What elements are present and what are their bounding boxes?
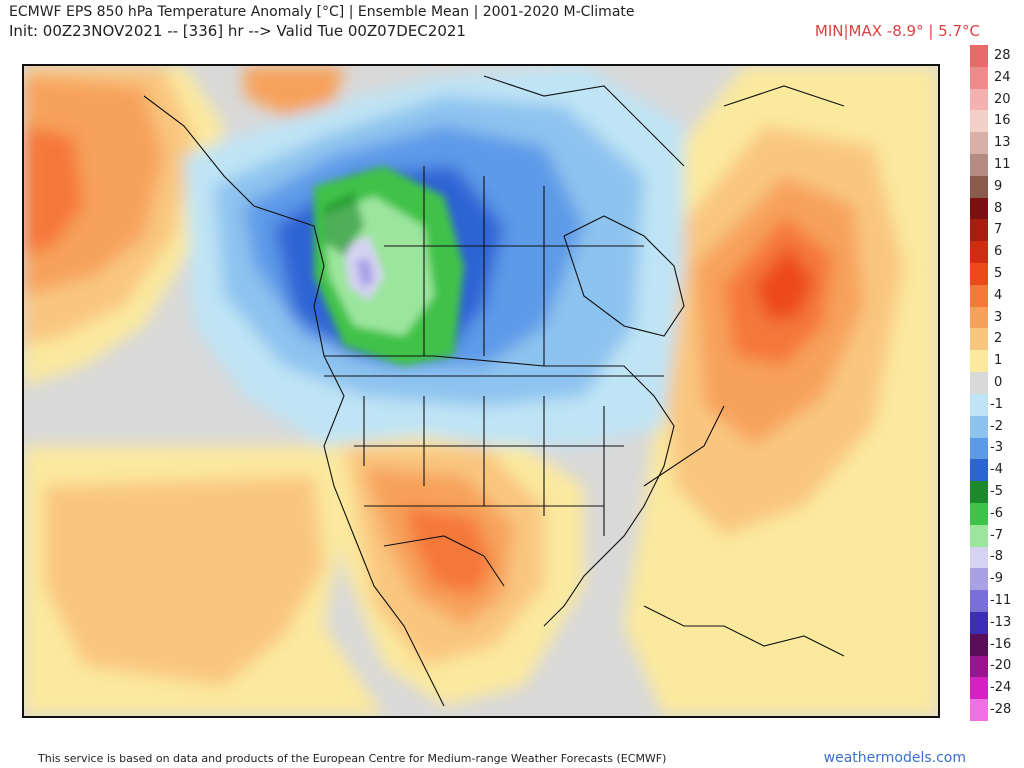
colorbar-swatch: [970, 699, 988, 722]
colorbar-swatch: [970, 45, 988, 68]
colorbar-label: 24: [994, 69, 1011, 85]
colorbar-swatch: [970, 481, 988, 504]
colorbar-label: 6: [994, 244, 1003, 260]
colorbar-swatch: [970, 502, 988, 526]
colorbar-swatch: [970, 241, 988, 264]
colorbar-swatch: [970, 328, 988, 351]
map-title: ECMWF EPS 850 hPa Temperature Anomaly [°…: [9, 4, 635, 20]
colorbar-swatch: [970, 415, 988, 438]
colorbar-swatch: [970, 219, 988, 242]
colorbar-swatch: [970, 655, 988, 678]
colorbar-swatch: [970, 590, 988, 613]
colorbar-swatch: [970, 197, 988, 220]
colorbar-label: 16: [994, 113, 1011, 129]
colorbar-label: -6: [990, 505, 1003, 521]
colorbar: [970, 45, 988, 722]
colorbar-label: 1: [994, 353, 1003, 369]
colorbar-swatch: [970, 546, 988, 569]
colorbar-label: -16: [990, 636, 1012, 652]
colorbar-swatch: [970, 88, 988, 111]
colorbar-label: -11: [990, 593, 1012, 609]
colorbar-label: -1: [990, 396, 1003, 412]
colorbar-swatch: [970, 524, 988, 548]
colorbar-swatch: [970, 372, 988, 395]
colorbar-label: -28: [990, 702, 1012, 718]
colorbar-label: -13: [990, 614, 1012, 630]
colorbar-swatch: [970, 677, 988, 700]
colorbar-swatch: [970, 437, 988, 460]
colorbar-label: -2: [990, 418, 1003, 434]
colorbar-label: -20: [990, 658, 1012, 674]
colorbar-swatch: [970, 459, 988, 482]
min-max-readout: MIN|MAX -8.9° | 5.7°C: [814, 22, 980, 40]
footer-credit: This service is based on data and produc…: [38, 752, 667, 765]
colorbar-label: 11: [994, 156, 1011, 172]
colorbar-swatch: [970, 175, 988, 199]
colorbar-label: 9: [994, 178, 1003, 194]
colorbar-label: 28: [994, 47, 1011, 63]
colorbar-label: -5: [990, 484, 1003, 500]
colorbar-swatch: [970, 568, 988, 591]
colorbar-label: 4: [994, 287, 1003, 303]
colorbar-label: 5: [994, 265, 1003, 281]
colorbar-label: -4: [990, 462, 1003, 478]
colorbar-label: -24: [990, 680, 1012, 696]
colorbar-swatch: [970, 66, 988, 90]
colorbar-label: -8: [990, 549, 1003, 565]
colorbar-label: 13: [994, 135, 1011, 151]
colorbar-swatch: [970, 393, 988, 417]
colorbar-swatch: [970, 350, 988, 373]
coastlines: [143, 75, 845, 707]
colorbar-label: 2: [994, 331, 1003, 347]
colorbar-label: 3: [994, 309, 1003, 325]
colorbar-label: -3: [990, 440, 1003, 456]
brand-link[interactable]: weathermodels.com: [823, 750, 966, 766]
colorbar-swatch: [970, 611, 988, 635]
colorbar-label: 7: [994, 222, 1003, 238]
map-subtitle: Init: 00Z23NOV2021 -- [336] hr --> Valid…: [9, 22, 466, 40]
colorbar-label: -7: [990, 527, 1003, 543]
anomaly-field: [24, 66, 938, 716]
colorbar-swatch: [970, 110, 988, 133]
colorbar-swatch: [970, 263, 988, 286]
colorbar-swatch: [970, 633, 988, 657]
colorbar-swatch: [970, 306, 988, 329]
colorbar-label: 8: [994, 200, 1003, 216]
colorbar-swatch: [970, 132, 988, 155]
colorbar-label: 20: [994, 91, 1011, 107]
colorbar-label: 0: [994, 375, 1003, 390]
anomaly-map[interactable]: [22, 64, 940, 718]
colorbar-label: -9: [990, 571, 1003, 587]
colorbar-swatch: [970, 284, 988, 308]
colorbar-swatch: [970, 154, 988, 177]
